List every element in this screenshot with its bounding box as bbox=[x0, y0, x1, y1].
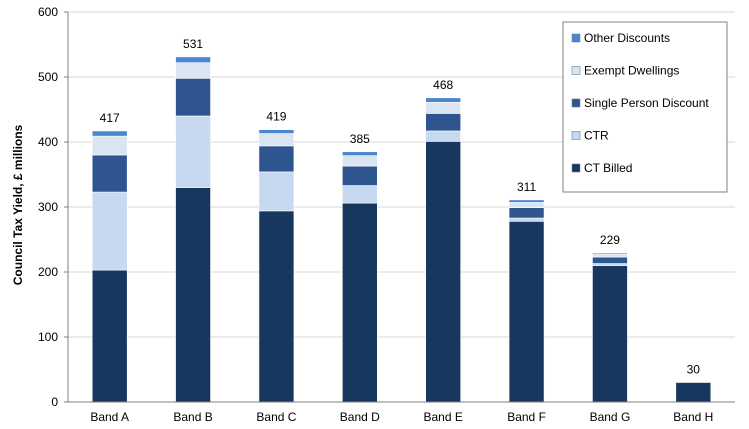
total-labels: 417 531 419 385 468 311 229 30 bbox=[100, 37, 701, 377]
bar-segment-other-discounts bbox=[91, 130, 128, 137]
bar-segment-ctr bbox=[425, 130, 461, 142]
x-tick-label: Band B bbox=[173, 410, 212, 424]
bar-segment-ct-billed bbox=[175, 187, 211, 403]
bar-segment-single-person-discount bbox=[258, 145, 295, 173]
bar-segment-ct-billed bbox=[675, 382, 712, 403]
bar-segment-ctr bbox=[91, 191, 128, 271]
y-tick-label: 600 bbox=[38, 5, 58, 19]
bar-total-label: 311 bbox=[517, 180, 536, 194]
legend-swatch bbox=[571, 163, 581, 173]
x-tick-label: Band D bbox=[340, 410, 380, 424]
legend: Other Discounts Exempt Dwellings Single Pe… bbox=[562, 21, 728, 193]
bar-segment-exempt-dwellings bbox=[342, 155, 378, 167]
bar-segment-exempt-dwellings bbox=[91, 135, 128, 156]
legend-label: CTR bbox=[584, 129, 609, 143]
legend-swatch bbox=[571, 131, 581, 140]
bar-segment-single-person-discount bbox=[592, 256, 628, 264]
x-tick-label: Band F bbox=[507, 410, 546, 424]
bar-segment-exempt-dwellings bbox=[592, 254, 628, 258]
legend-label: CT Billed bbox=[584, 161, 632, 175]
bar-segment-other-discounts bbox=[342, 151, 378, 156]
bar-total-label: 30 bbox=[687, 363, 701, 377]
y-axis-label: Council Tax Yield, £ millions bbox=[11, 124, 25, 285]
y-tick-label: 300 bbox=[38, 200, 58, 214]
x-tick-label: Band G bbox=[590, 410, 631, 424]
bar-segment-other-discounts bbox=[508, 199, 545, 203]
bar-segment-ctr bbox=[258, 171, 295, 212]
bar-segment-other-discounts bbox=[175, 56, 211, 63]
bars bbox=[91, 56, 712, 403]
x-tick-label: Band C bbox=[256, 410, 296, 424]
legend-label: Other Discounts bbox=[584, 31, 670, 45]
y-tick-label: 0 bbox=[51, 395, 58, 409]
bar-total-label: 417 bbox=[100, 111, 120, 125]
bar-segment-exempt-dwellings bbox=[258, 133, 295, 147]
x-tick-label: Band H bbox=[673, 410, 713, 424]
y-tick-label: 200 bbox=[38, 265, 58, 279]
bar-segment-single-person-discount bbox=[508, 207, 545, 219]
axes bbox=[64, 11, 735, 403]
legend-swatch bbox=[571, 66, 581, 75]
bar-total-label: 385 bbox=[350, 132, 370, 146]
bar-segment-ct-billed bbox=[91, 269, 128, 403]
y-tick-label: 400 bbox=[38, 135, 58, 149]
legend-swatch bbox=[571, 98, 581, 108]
y-tick-label: 100 bbox=[38, 330, 58, 344]
bar-segment-single-person-discount bbox=[91, 154, 128, 193]
bar-segment-other-discounts bbox=[258, 129, 295, 134]
bar-segment-single-person-discount bbox=[342, 165, 378, 186]
bar-segment-ctr bbox=[508, 217, 545, 222]
bar-segment-exempt-dwellings bbox=[425, 102, 461, 114]
x-tick-labels: Band A Band B Band C Band D Band E Band F Band… bbox=[90, 410, 713, 424]
legend-label: Exempt Dwellings bbox=[584, 64, 679, 78]
bar-segment-ctr bbox=[175, 115, 211, 188]
bar-segment-exempt-dwellings bbox=[175, 62, 211, 79]
bar-segment-ctr bbox=[342, 185, 378, 204]
y-tick-label: 500 bbox=[38, 70, 58, 84]
bar-total-label: 531 bbox=[183, 37, 203, 51]
bar-segment-ct-billed bbox=[508, 221, 545, 403]
bar-segment-exempt-dwellings bbox=[508, 202, 545, 208]
legend-box bbox=[562, 21, 728, 193]
bar-total-label: 468 bbox=[433, 78, 453, 92]
y-tick-labels: 0 100 200 300 400 500 600 bbox=[38, 5, 58, 409]
bar-segment-single-person-discount bbox=[175, 78, 211, 117]
legend-label: Single Person Discount bbox=[584, 96, 709, 110]
bar-segment-other-discounts bbox=[592, 252, 628, 255]
bar-total-label: 419 bbox=[266, 110, 286, 124]
legend-swatch bbox=[571, 33, 581, 43]
bar-segment-ct-billed bbox=[592, 265, 628, 403]
x-tick-label: Band A bbox=[90, 410, 129, 424]
bar-segment-other-discounts bbox=[425, 97, 461, 103]
x-tick-label: Band E bbox=[424, 410, 463, 424]
bar-segment-ct-billed bbox=[258, 210, 295, 403]
bar-segment-ct-billed bbox=[425, 141, 461, 403]
bar-total-label: 229 bbox=[600, 233, 620, 247]
bar-segment-ct-billed bbox=[342, 202, 378, 403]
bar-segment-single-person-discount bbox=[425, 113, 461, 132]
